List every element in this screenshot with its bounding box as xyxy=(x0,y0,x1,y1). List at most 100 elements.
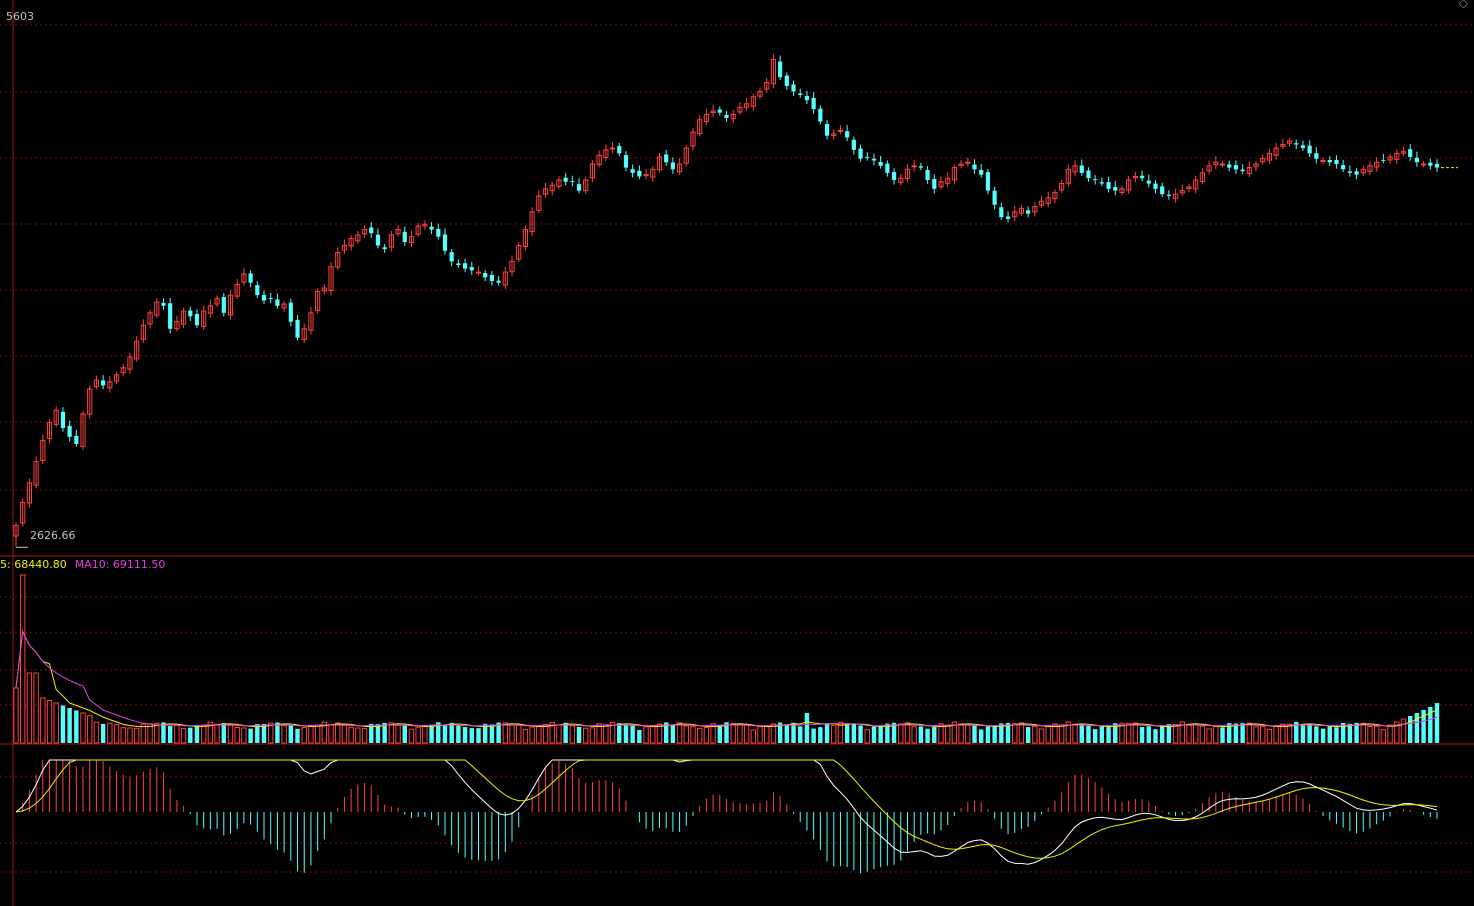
volume-bar-up xyxy=(1387,724,1393,744)
volume-bar-up xyxy=(656,723,663,744)
candle-body-down xyxy=(1227,164,1232,168)
candle-body-down xyxy=(1233,165,1239,170)
volume-bar-up xyxy=(1273,725,1279,744)
candle-body-down xyxy=(724,114,729,118)
candle-body-down xyxy=(623,155,629,168)
volume-bar-up xyxy=(596,723,602,744)
volume-bar-up xyxy=(408,728,415,744)
candle-body-up xyxy=(140,324,146,340)
volume-bar-down xyxy=(255,724,260,743)
candle-body-up xyxy=(536,195,542,211)
volume-bar-up xyxy=(837,721,844,744)
candle-body-up xyxy=(837,129,844,132)
volume-bar-down xyxy=(670,724,676,743)
candle-body-up xyxy=(730,113,736,120)
candle-body-up xyxy=(20,501,26,524)
volume-bar-up xyxy=(1260,725,1266,744)
candle-body-up xyxy=(958,163,964,167)
volume-bar-up xyxy=(1065,721,1072,744)
volume-bar-up xyxy=(589,727,596,744)
candle-body-up xyxy=(556,179,562,188)
volume-bar-down xyxy=(1347,723,1353,743)
volume-bar-down xyxy=(563,722,568,743)
candle-body-up xyxy=(965,161,971,164)
volume-bar-down xyxy=(932,726,937,743)
volume-bar-down xyxy=(1166,724,1172,743)
candle-body-up xyxy=(1320,159,1326,162)
volume-bar-down xyxy=(1307,723,1312,743)
volume-bar-down xyxy=(194,725,200,743)
volume-bar-down xyxy=(382,722,387,743)
candle-body-up xyxy=(502,271,508,286)
candle-body-down xyxy=(496,280,501,283)
candle-body-up xyxy=(1394,152,1400,160)
volume-bar-down xyxy=(885,723,890,743)
candle-body-up xyxy=(46,422,53,439)
candle-body-up xyxy=(475,271,482,274)
volume-bar-up xyxy=(1052,723,1058,744)
candle-body-up xyxy=(1119,188,1125,194)
candle-body-up xyxy=(308,312,314,331)
candle-body-down xyxy=(221,297,226,313)
volume-legend: 5: 68440.80 MA10: 69111.50 xyxy=(0,558,165,571)
candle-body-up xyxy=(201,310,207,327)
volume-bar-down xyxy=(979,729,984,743)
volume-bar-up xyxy=(650,725,656,744)
candle-body-up xyxy=(1260,158,1266,163)
candle-body-up xyxy=(1199,172,1206,183)
volume-bar-up xyxy=(703,726,710,744)
volume-bar-up xyxy=(1213,726,1219,744)
volume-bar-up xyxy=(516,724,522,744)
candle-body-down xyxy=(925,169,930,180)
volume-bar-down xyxy=(489,724,495,743)
candle-body-down xyxy=(268,298,273,300)
candle-body-up xyxy=(348,237,354,247)
volume-bar-down xyxy=(275,722,280,743)
volume-bar-up xyxy=(609,721,616,744)
volume-bar-down xyxy=(462,727,468,743)
candle-body-down xyxy=(811,97,816,110)
volume-ma10-label: MA10: 69111.50 xyxy=(74,558,166,571)
volume-bar-up xyxy=(234,726,240,744)
candle-body-down xyxy=(1334,159,1339,165)
volume-bar-down xyxy=(858,725,863,743)
window-control-icon[interactable]: ◇ xyxy=(1458,0,1468,10)
candle-body-up xyxy=(335,252,341,268)
volume-bar-up xyxy=(107,722,113,744)
candle-body-up xyxy=(1253,163,1259,168)
candle-body-down xyxy=(456,263,461,266)
candle-body-up xyxy=(341,245,348,251)
volume-bar-up xyxy=(180,728,187,744)
candle-body-down xyxy=(248,273,253,283)
volume-bar-down xyxy=(1113,723,1118,743)
candle-body-down xyxy=(1354,171,1359,175)
volume-bar-up xyxy=(1072,723,1078,744)
volume-bar-up xyxy=(1192,723,1199,744)
volume-bar-down xyxy=(1139,727,1145,743)
candle-body-down xyxy=(462,263,468,269)
candle-body-up xyxy=(938,181,944,188)
candle-body-up xyxy=(227,294,234,316)
candle-body-down xyxy=(469,267,474,271)
volume-bar-up xyxy=(120,727,126,744)
volume-bar-up xyxy=(542,723,549,744)
candle-body-down xyxy=(1093,179,1098,181)
candle-body-down xyxy=(1146,180,1151,184)
candle-body-up xyxy=(951,167,957,181)
candle-body-down xyxy=(489,275,495,281)
volume-bar-up xyxy=(1394,721,1400,744)
candle-body-down xyxy=(1005,216,1011,219)
candle-body-up xyxy=(1045,197,1051,204)
volume-bar-down xyxy=(1153,729,1158,743)
candle-body-up xyxy=(1018,207,1025,214)
volume-bar-down xyxy=(161,722,166,743)
volume-bar-down xyxy=(482,723,488,743)
candle-body-up xyxy=(80,413,86,447)
volume-bar-up xyxy=(951,721,958,744)
volume-bar-up xyxy=(355,727,361,744)
candle-body-down xyxy=(630,169,635,173)
candle-body-up xyxy=(757,90,763,97)
volume-bar-up xyxy=(227,724,234,744)
volume-bar-up xyxy=(710,723,716,744)
volume-bar-up xyxy=(1012,723,1018,744)
